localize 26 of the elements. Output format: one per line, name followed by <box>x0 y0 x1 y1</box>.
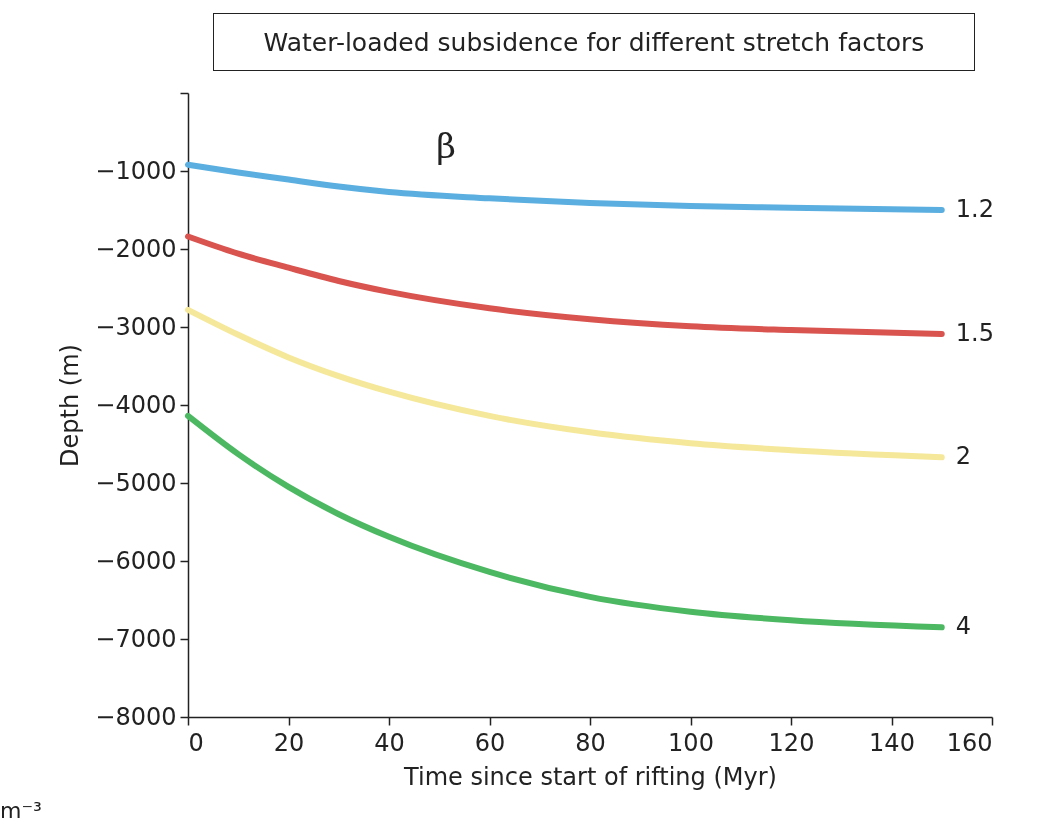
text: m⁻³ <box>0 798 42 820</box>
series-label: 1.2 <box>955 195 994 223</box>
annotation: β <box>436 126 456 166</box>
y-axis-title: Depth (m) <box>56 344 85 467</box>
x-tick-label: 80 <box>575 728 606 757</box>
y-tick-label: −3000 <box>95 312 177 341</box>
series-label: 1.5 <box>955 319 994 348</box>
series-label: 2 <box>955 442 972 471</box>
x-tick-label: 140 <box>869 728 915 757</box>
y-tick-label: −1000 <box>95 156 177 185</box>
x-tick-label: 0 <box>188 728 204 757</box>
x-tick-label: 160 <box>946 728 993 757</box>
x-tick-label: 20 <box>273 728 305 757</box>
x-tick-label: 40 <box>374 728 405 757</box>
y-tick-label: −2000 <box>95 234 177 263</box>
y-tick-label: −6000 <box>95 546 177 575</box>
series-label: 4 <box>955 612 972 641</box>
x-axis-title: Time since start of rifting (Myr) <box>403 762 777 791</box>
y-tick-label: −5000 <box>95 468 177 497</box>
x-tick-label: 60 <box>474 728 506 757</box>
chart-title: Water-loaded subsidence for different stretch factors <box>213 13 975 71</box>
y-tick-label: −4000 <box>95 390 177 419</box>
x-tick-label: 100 <box>668 728 714 757</box>
y-tick-label: −8000 <box>95 702 177 731</box>
y-tick-label: −7000 <box>95 624 177 653</box>
x-tick-label: 120 <box>768 728 815 757</box>
